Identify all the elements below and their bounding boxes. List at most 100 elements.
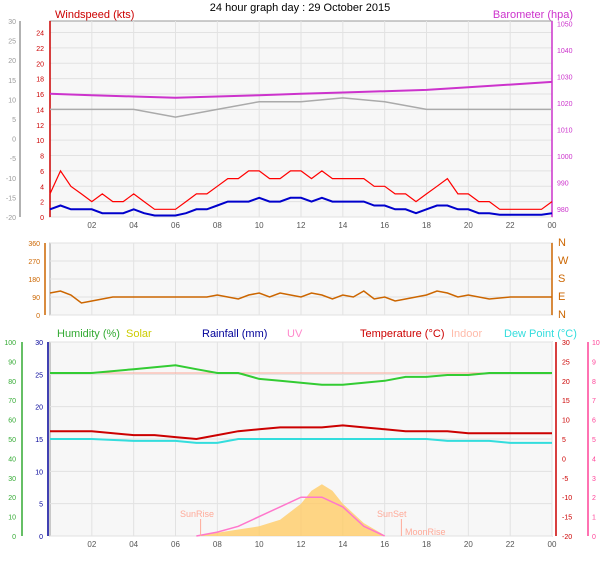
solar-label: Solar: [126, 328, 152, 340]
y-tick-label: 24: [36, 31, 44, 38]
y-tick-label: -20: [6, 215, 16, 222]
wind-series: [49, 80, 553, 217]
y-tick-label: -5: [10, 156, 16, 163]
y-tick-label: 20: [8, 58, 16, 65]
x-tick-label: 22: [506, 540, 515, 549]
x-tick-label: 12: [297, 540, 306, 549]
y-tick-label: 4: [592, 456, 596, 463]
barometer-label: Barometer (hpa): [493, 9, 573, 21]
humidity-label: Humidity (%): [57, 328, 120, 340]
x-tick-label: 18: [422, 540, 431, 549]
series-area: [196, 484, 385, 536]
y-tick-label: 15: [8, 78, 16, 85]
temp-series: [50, 364, 552, 537]
x-tick-label: 16: [380, 221, 389, 230]
y-tick-label: 0: [36, 313, 40, 320]
y-tick-label: -10: [562, 495, 572, 502]
y-tick-label: 9: [592, 359, 596, 366]
y-tick-label: 25: [562, 359, 570, 366]
y-tick-label: 0: [39, 534, 43, 541]
x-tick-label: 02: [87, 540, 96, 549]
y-tick-label: 10: [36, 138, 44, 145]
y-tick-label: -10: [6, 176, 16, 183]
y-tick-label: 20: [562, 379, 570, 386]
y-tick-label: 990: [557, 181, 569, 188]
y-tick-label: -15: [562, 515, 572, 522]
y-tick-label: 1: [592, 515, 596, 522]
temperature-label: Temperature (°C): [360, 328, 444, 340]
x-tick-label: 00: [548, 540, 557, 549]
x-tick-label: 02: [87, 221, 96, 230]
y-tick-label: 12: [36, 123, 44, 130]
x-tick-label: 10: [255, 540, 264, 549]
y-tick-label: 6: [592, 418, 596, 425]
y-tick-label: 0: [562, 456, 566, 463]
x-tick-label: 06: [171, 221, 180, 230]
series-line: [50, 438, 552, 444]
y-tick-label: 0: [12, 534, 16, 541]
y-tick-label: 180: [28, 277, 40, 284]
y-tick-label: -20: [562, 534, 572, 541]
y-tick-label: N: [558, 309, 566, 321]
y-tick-label: 360: [28, 241, 40, 248]
series-line: [50, 364, 552, 386]
x-tick-label: 10: [255, 221, 264, 230]
y-tick-label: 20: [8, 495, 16, 502]
indoor-label: Indoor: [451, 328, 483, 340]
y-tick-label: 10: [562, 418, 570, 425]
y-tick-label: W: [558, 255, 569, 267]
y-tick-label: E: [558, 291, 565, 303]
chart-title: 24 hour graph day : 29 October 2015: [210, 2, 390, 14]
y-tick-label: 5: [39, 502, 43, 509]
direction-series: [49, 290, 552, 304]
y-tick-label: -5: [562, 476, 568, 483]
wind-axes: 02 04 06 08 10 12 14 16 18 20 22 000246810121416182…: [6, 19, 573, 230]
y-tick-label: 0: [592, 534, 596, 541]
y-tick-label: 4: [40, 184, 44, 191]
y-tick-label: 25: [35, 372, 43, 379]
x-tick-label: 14: [338, 221, 347, 230]
y-tick-label: 30: [8, 476, 16, 483]
x-tick-label: 12: [297, 221, 306, 230]
y-tick-label: 50: [8, 437, 16, 444]
x-tick-label: 04: [129, 221, 138, 230]
y-tick-label: 6: [40, 169, 44, 176]
y-tick-label: 1050: [557, 22, 573, 29]
y-tick-label: 8: [40, 154, 44, 161]
y-tick-label: 1000: [557, 154, 573, 161]
y-tick-label: 25: [8, 39, 16, 46]
x-tick-label: 20: [464, 221, 473, 230]
y-tick-label: 30: [8, 19, 16, 26]
sunset-label: SunSet: [377, 509, 407, 519]
y-tick-label: 270: [28, 259, 40, 266]
y-tick-label: 20: [35, 405, 43, 412]
y-tick-label: 100: [4, 340, 16, 347]
y-tick-label: 980: [557, 207, 569, 214]
y-tick-label: 2: [40, 200, 44, 207]
y-tick-label: 10: [592, 340, 600, 347]
y-tick-label: 40: [8, 456, 16, 463]
x-tick-label: 08: [213, 540, 222, 549]
x-tick-label: 08: [213, 221, 222, 230]
y-tick-label: 8: [592, 379, 596, 386]
y-tick-label: 70: [8, 398, 16, 405]
x-tick-label: 22: [506, 221, 515, 230]
series-line: [49, 169, 553, 210]
x-tick-label: 06: [171, 540, 180, 549]
y-tick-label: 1030: [557, 75, 573, 82]
series-line: [49, 196, 553, 217]
rainfall-label: Rainfall (mm): [202, 328, 267, 340]
y-tick-label: 18: [36, 77, 44, 84]
y-tick-label: 1040: [557, 48, 573, 55]
y-tick-label: N: [558, 237, 566, 249]
sunrise-label: SunRise: [180, 509, 214, 519]
series-line: [50, 97, 552, 118]
series-line: [49, 80, 553, 99]
y-tick-label: 10: [8, 97, 16, 104]
y-tick-label: 1010: [557, 128, 573, 135]
y-tick-label: 15: [35, 437, 43, 444]
series-line: [49, 290, 552, 304]
y-tick-label: 30: [562, 340, 570, 347]
y-tick-label: 5: [592, 437, 596, 444]
